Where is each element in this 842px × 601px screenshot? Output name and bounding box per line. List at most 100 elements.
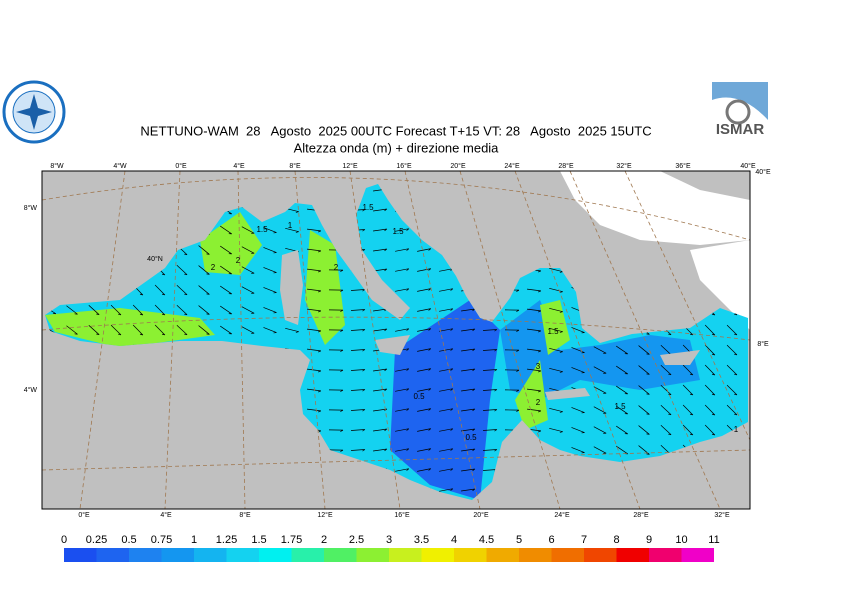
contour-label: 2 <box>236 256 241 265</box>
contour-label: 1.5 <box>614 402 626 411</box>
direction-arrow <box>198 305 210 315</box>
colorbar-box <box>681 548 714 562</box>
direction-arrow <box>373 328 388 332</box>
direction-arrow <box>482 349 498 352</box>
direction-arrow <box>504 309 520 312</box>
direction-arrow <box>593 366 607 374</box>
colorbar-box <box>649 548 682 562</box>
rough-area <box>200 212 262 275</box>
lat-label: 8°E <box>757 340 769 348</box>
direction-arrow <box>571 327 585 334</box>
direction-arrow <box>461 488 476 492</box>
direction-arrow <box>350 289 366 292</box>
colorbar-box <box>486 548 519 562</box>
direction-arrow <box>593 346 607 354</box>
direction-arrow <box>307 268 322 273</box>
lon-label: 16°E <box>396 162 412 170</box>
direction-arrow <box>220 245 232 255</box>
direction-arrow <box>616 405 628 415</box>
direction-arrow <box>527 328 542 333</box>
direction-arrow <box>616 365 628 375</box>
direction-arrow <box>350 349 366 352</box>
direction-arrow <box>395 228 410 232</box>
direction-arrow <box>461 328 476 332</box>
direction-arrow <box>241 326 255 334</box>
direction-arrow <box>350 369 366 372</box>
direction-arrow <box>395 328 410 332</box>
direction-arrow <box>417 328 432 332</box>
lon-label: 36°E <box>675 162 691 170</box>
direction-arrow <box>682 384 694 396</box>
direction-arrow <box>549 347 563 353</box>
colorbar-label: 8 <box>613 534 619 546</box>
direction-arrow <box>571 367 585 374</box>
direction-arrow <box>417 448 432 452</box>
direction-arrow <box>417 468 432 472</box>
colorbar-box <box>161 548 194 562</box>
colorbar-box <box>129 548 162 562</box>
direction-arrow <box>571 447 585 454</box>
direction-arrow <box>660 384 672 396</box>
direction-arrow <box>593 386 607 394</box>
island <box>280 250 303 325</box>
rough-area <box>305 230 345 345</box>
direction-arrow <box>527 308 542 313</box>
direction-arrow <box>504 389 520 392</box>
lon-label: 4°W <box>113 162 127 170</box>
direction-arrow <box>616 425 628 435</box>
direction-arrow <box>328 329 344 332</box>
colorbar-box <box>519 548 552 562</box>
direction-arrow <box>482 329 498 332</box>
colorbar-label: 0.75 <box>151 534 172 546</box>
direction-arrow <box>660 424 672 436</box>
colorbar-box <box>616 548 649 562</box>
direction-arrow <box>110 324 122 336</box>
colorbar-box <box>96 548 129 562</box>
direction-arrow <box>704 384 716 396</box>
colorbar-label: 1.5 <box>251 534 266 546</box>
direction-arrow <box>527 408 542 413</box>
map <box>41 170 751 510</box>
lat-label: 8°W <box>24 204 38 212</box>
direction-arrow <box>527 388 542 393</box>
direction-arrow <box>482 409 498 412</box>
direction-arrow <box>241 246 255 254</box>
direction-arrow <box>461 348 476 352</box>
direction-arrow <box>263 287 277 294</box>
direction-arrow <box>439 348 454 352</box>
direction-arrow <box>373 248 388 252</box>
colorbar-box <box>356 548 389 562</box>
direction-arrow <box>263 247 277 254</box>
direction-arrow <box>439 408 454 412</box>
direction-arrow <box>638 345 650 355</box>
direction-arrow <box>307 388 322 393</box>
colorbar-label: 0 <box>61 534 67 546</box>
ismar-logo: ISMAR <box>708 78 770 140</box>
colorbar-box <box>64 548 97 562</box>
lon-label: 4°E <box>233 162 245 170</box>
direction-arrow <box>350 309 366 312</box>
direction-arrow <box>593 446 607 454</box>
direction-arrow <box>504 369 520 372</box>
direction-arrow <box>417 268 432 272</box>
contour-label: 2 <box>334 263 339 272</box>
direction-arrow <box>373 428 388 432</box>
direction-arrow <box>439 368 454 372</box>
rough-area <box>515 360 548 430</box>
graticule <box>41 170 751 510</box>
direction-arrow <box>350 449 366 452</box>
direction-arrow <box>241 266 255 274</box>
direction-arrow <box>373 368 388 372</box>
island <box>375 335 410 355</box>
direction-arrow <box>198 245 210 255</box>
direction-arrow <box>461 448 476 452</box>
direction-arrow <box>110 304 122 316</box>
colorbar-label: 5 <box>516 534 522 546</box>
lon-label: 28°E <box>633 511 649 519</box>
direction-arrow <box>704 404 716 416</box>
direction-arrow <box>439 468 454 472</box>
direction-arrow <box>660 404 672 416</box>
direction-arrow <box>66 325 78 335</box>
colorbar-box <box>584 548 617 562</box>
colorbar-label: 2.5 <box>349 534 364 546</box>
